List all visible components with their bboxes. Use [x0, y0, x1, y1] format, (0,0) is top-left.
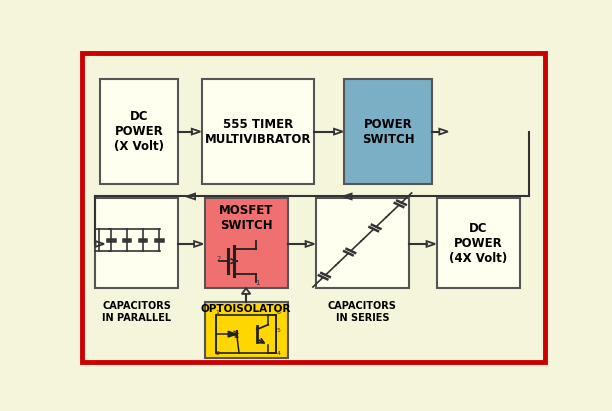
Bar [100, 79, 179, 184]
Text: DC
POWER
(4X Volt): DC POWER (4X Volt) [449, 222, 507, 265]
Bar [316, 198, 409, 288]
Text: MOSFET
SWITCH: MOSFET SWITCH [219, 204, 273, 232]
Text: CAPACITORS
IN SERIES: CAPACITORS IN SERIES [328, 301, 397, 323]
Bar [202, 79, 314, 184]
Text: 2: 2 [215, 351, 220, 356]
Text: 555 TIMER
MULTIVIBRATOR: 555 TIMER MULTIVIBRATOR [204, 118, 311, 145]
Text: CAPACITORS
IN PARALLEL: CAPACITORS IN PARALLEL [102, 301, 171, 323]
Bar [345, 79, 432, 184]
Text: 2: 2 [217, 256, 222, 261]
Bar [437, 198, 520, 288]
Text: DC
POWER
(X Volt): DC POWER (X Volt) [114, 110, 165, 153]
Bar [95, 198, 179, 288]
Bar [204, 302, 288, 358]
Bar [217, 315, 276, 353]
Text: 6: 6 [277, 310, 280, 315]
Text: 4: 4 [277, 351, 281, 356]
Text: 1: 1 [255, 280, 259, 286]
Text: POWER
SWITCH: POWER SWITCH [362, 118, 415, 145]
Text: 1: 1 [215, 310, 219, 315]
Polygon shape [228, 331, 237, 337]
Bar [204, 198, 288, 288]
Text: 5: 5 [277, 328, 280, 333]
Text: OPTOISOLATOR: OPTOISOLATOR [201, 305, 291, 314]
